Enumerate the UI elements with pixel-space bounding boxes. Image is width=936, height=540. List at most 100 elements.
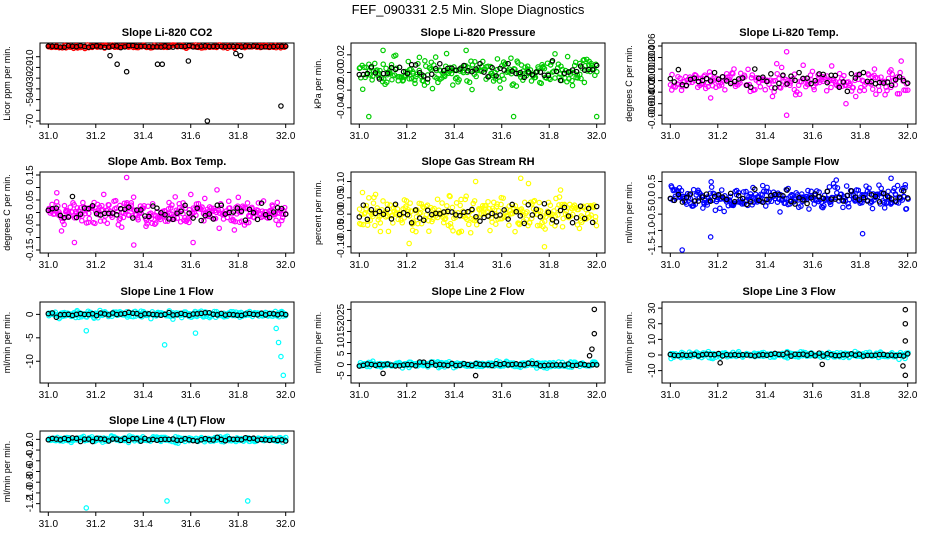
data-point [556,194,563,200]
data-point [473,66,479,72]
data-point [93,312,100,319]
data-point [884,79,891,85]
data-point [896,90,903,97]
data-point [778,64,785,71]
y-tick-label: 0.02 [336,45,347,65]
data-point [377,220,384,226]
data-point [471,198,478,204]
data-point [230,209,237,215]
x-tick-label: 31.4 [134,390,154,401]
data-point [439,200,445,206]
data-point [178,208,184,215]
data-point [806,206,812,212]
data-point [549,58,556,64]
data-point [894,90,901,97]
y-tick-label: -0.8 [25,473,36,491]
x-tick-label: 31.6 [803,131,823,142]
data-point [473,73,479,80]
data-point [486,205,493,212]
y-tick-label: 0.004 [647,45,658,70]
data-point [718,187,725,193]
y-tick-label: 0.00 [336,62,347,82]
outlier-point [591,306,598,313]
data-point [848,70,855,77]
data-point [889,71,896,78]
outlier-point [819,361,826,368]
data-point [551,208,557,214]
data-point [501,76,507,82]
data-point [420,73,427,79]
data-point [805,187,811,194]
data-point [760,199,766,205]
data-point [169,202,175,208]
data-point [521,74,528,81]
x-tick-label: 31.2 [708,260,728,271]
data-point [218,202,225,209]
data-point [671,79,678,85]
data-point [391,202,398,208]
data-point [250,209,257,216]
outlier-point [233,50,239,57]
data-point [113,212,120,218]
y-tick-label: -0.04 [336,96,347,119]
data-point [573,68,580,75]
chart-panel-8: Slope Line 2 Flow 31.0 31.2 31.4 31.6 31.8 32.… [313,286,607,401]
outlier-point [123,68,130,75]
data-point [573,214,580,221]
data-point [502,60,509,67]
data-point [117,215,124,222]
x-tick-label: 31.8 [228,131,248,142]
data-point [436,60,443,67]
x-tick-label: 31.0 [661,260,681,271]
data-point [201,195,208,202]
data-point [727,74,733,80]
plot-frame [661,42,917,125]
data-point [900,188,907,194]
data-point [273,217,279,224]
data-point [848,188,855,194]
data-point [711,69,718,76]
data-point [683,194,690,201]
data-point [89,202,96,209]
data-point [258,200,265,207]
y-tick-label: -0.6 [25,462,36,480]
data-point [270,209,277,215]
data-point [852,75,859,81]
data-point [769,93,776,100]
y-tick-label: 20 [336,314,347,326]
data-point [190,215,196,221]
x-tick-label: 31.8 [539,390,559,401]
data-point [456,76,462,83]
data-point [424,79,431,86]
data-point [238,208,245,214]
data-point [521,220,528,227]
data-point [772,85,778,91]
x-tick-label: 31.0 [350,260,370,271]
data-point [384,206,391,213]
data-point [408,220,415,226]
data-point [369,210,376,217]
x-tick-label: 31.4 [756,131,776,142]
data-point [279,214,286,221]
data-point [448,70,455,77]
data-point [708,184,715,190]
y-tick-label: -50 [25,92,36,107]
data-point [424,207,431,214]
data-point [578,219,585,226]
data-point [494,201,501,207]
data-point [443,50,450,57]
data-point [872,193,879,200]
outlier-point [517,175,524,182]
x-tick-label: 31.0 [661,131,681,142]
chart-panel-5: Slope Gas Stream RH 31.0 31.2 31.4 31.6 31.8 3… [313,156,607,271]
data-point [489,210,495,217]
data-point [884,193,891,200]
data-point [723,70,730,77]
data-point [441,216,448,223]
x-tick-label: 31.2 [708,131,728,142]
outlier-point [275,339,282,346]
data-point [408,75,415,82]
data-point [731,78,738,85]
data-point [556,202,562,208]
data-point [380,211,387,218]
